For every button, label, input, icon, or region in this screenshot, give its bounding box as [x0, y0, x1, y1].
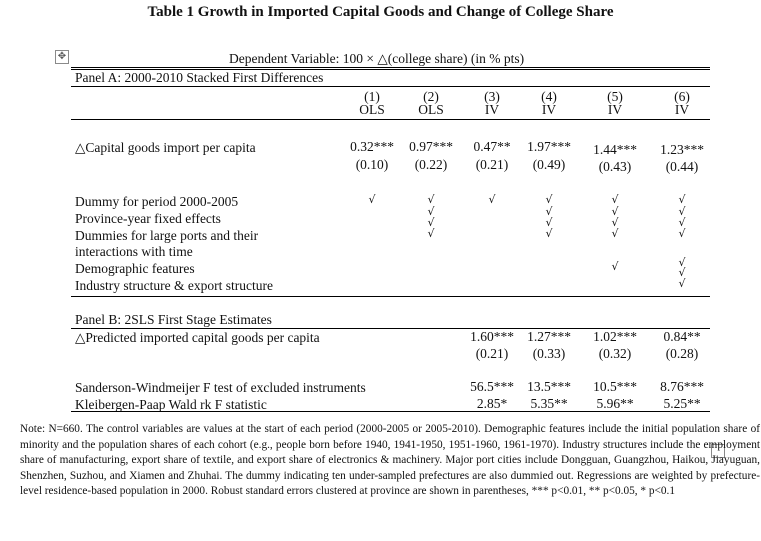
check-mark: √ [611, 216, 619, 229]
stat-cell: 5.25** [663, 396, 701, 411]
stat-cell: 13.5*** [527, 379, 571, 394]
control-label-province-year: Province-year fixed effects [75, 211, 221, 226]
check-mark: √ [427, 193, 435, 206]
check-mark: √ [678, 216, 686, 229]
control-label-period-dummy: Dummy for period 2000-2005 [75, 194, 239, 209]
stat-cell: 5.35** [530, 396, 568, 411]
stat-cell: 8.76*** [660, 379, 704, 394]
control-label-industry: Industry structure & export structure [75, 278, 273, 293]
coef-cell: 0.97*** [409, 139, 453, 154]
se-cell: (0.32) [598, 346, 632, 361]
control-label-demographic: Demographic features [75, 261, 195, 276]
coef-cell: 1.97*** [527, 139, 571, 154]
control-label-interactions: interactions with time [75, 244, 193, 259]
check-mark: √ [427, 205, 435, 218]
row-label-sw-test: Sanderson-Windmeijer F test of excluded … [75, 380, 366, 395]
se-cell: (0.21) [475, 346, 509, 361]
panel-a-title: Panel A: 2000-2010 Stacked First Differe… [75, 70, 324, 85]
check-mark: √ [611, 205, 619, 218]
coef-cell: 1.27*** [527, 329, 571, 344]
table-note: Note: N=660. The control variables are v… [20, 423, 760, 498]
coef-cell: 1.44*** [593, 142, 637, 157]
check-mark: √ [545, 193, 553, 206]
se-cell: (0.22) [414, 157, 448, 172]
col-header-5: (5) IV [607, 89, 623, 117]
check-mark: √ [427, 216, 435, 229]
check-mark: √ [545, 227, 553, 240]
check-mark: √ [678, 227, 686, 240]
check-mark: √ [545, 205, 553, 218]
se-cell: (0.43) [598, 159, 632, 174]
se-cell: (0.49) [532, 157, 566, 172]
col-header-2: (2) OLS [418, 89, 444, 117]
row-label-predicted: △Predicted imported capital goods per ca… [75, 330, 320, 345]
stat-cell: 56.5*** [470, 379, 514, 394]
stat-cell: 10.5*** [593, 379, 637, 394]
col-header-1: (1) OLS [359, 89, 385, 117]
check-mark: √ [488, 193, 496, 206]
coef-cell: 1.23*** [660, 142, 704, 157]
stat-cell: 2.85* [476, 396, 508, 411]
col-header-4: (4) IV [541, 89, 557, 117]
panel-b-title: Panel B: 2SLS First Stage Estimates [75, 312, 272, 327]
check-mark: √ [611, 193, 619, 206]
check-mark: √ [611, 227, 619, 240]
check-mark: √ [368, 193, 376, 206]
se-cell: (0.44) [665, 159, 699, 174]
row-label-kp-stat: Kleibergen-Paap Wald rk F statistic [75, 397, 267, 412]
row-label-capital-goods: △Capital goods import per capita [75, 140, 256, 155]
check-mark: √ [427, 227, 435, 240]
check-mark: √ [545, 216, 553, 229]
check-mark: √ [611, 260, 619, 273]
table-title: Table 1 Growth in Imported Capital Goods… [147, 4, 614, 20]
rule-panel-a-end [71, 296, 710, 297]
coef-cell: 0.47** [473, 139, 511, 154]
col-header-6: (6) IV [674, 89, 690, 117]
se-cell: (0.10) [355, 157, 389, 172]
control-label-large-ports: Dummies for large ports and their [75, 228, 259, 243]
rule-header [71, 119, 710, 120]
coef-cell: 0.32*** [350, 139, 394, 154]
coef-cell: 1.60*** [470, 329, 514, 344]
col-header-3: (3) IV [484, 89, 500, 117]
move-arrows-icon[interactable]: ✥ [55, 50, 69, 64]
rule-panel-b [71, 328, 710, 329]
se-cell: (0.33) [532, 346, 566, 361]
check-mark: √ [678, 205, 686, 218]
se-cell: (0.21) [475, 157, 509, 172]
se-cell: (0.28) [665, 346, 699, 361]
dependent-variable-label: Dependent Variable: 100 × △(college shar… [229, 51, 525, 66]
check-mark: √ [678, 266, 686, 279]
rule-top-double [71, 69, 710, 70]
coef-cell: 0.84** [663, 329, 701, 344]
stat-cell: 5.96** [596, 396, 634, 411]
check-mark: √ [678, 277, 686, 290]
rule-top [71, 67, 710, 68]
resize-handle-icon[interactable] [711, 444, 725, 458]
check-mark: √ [678, 193, 686, 206]
rule-bottom [71, 411, 710, 412]
check-mark: √ [678, 256, 686, 269]
rule-panel-a [71, 86, 710, 87]
coef-cell: 1.02*** [593, 329, 637, 344]
